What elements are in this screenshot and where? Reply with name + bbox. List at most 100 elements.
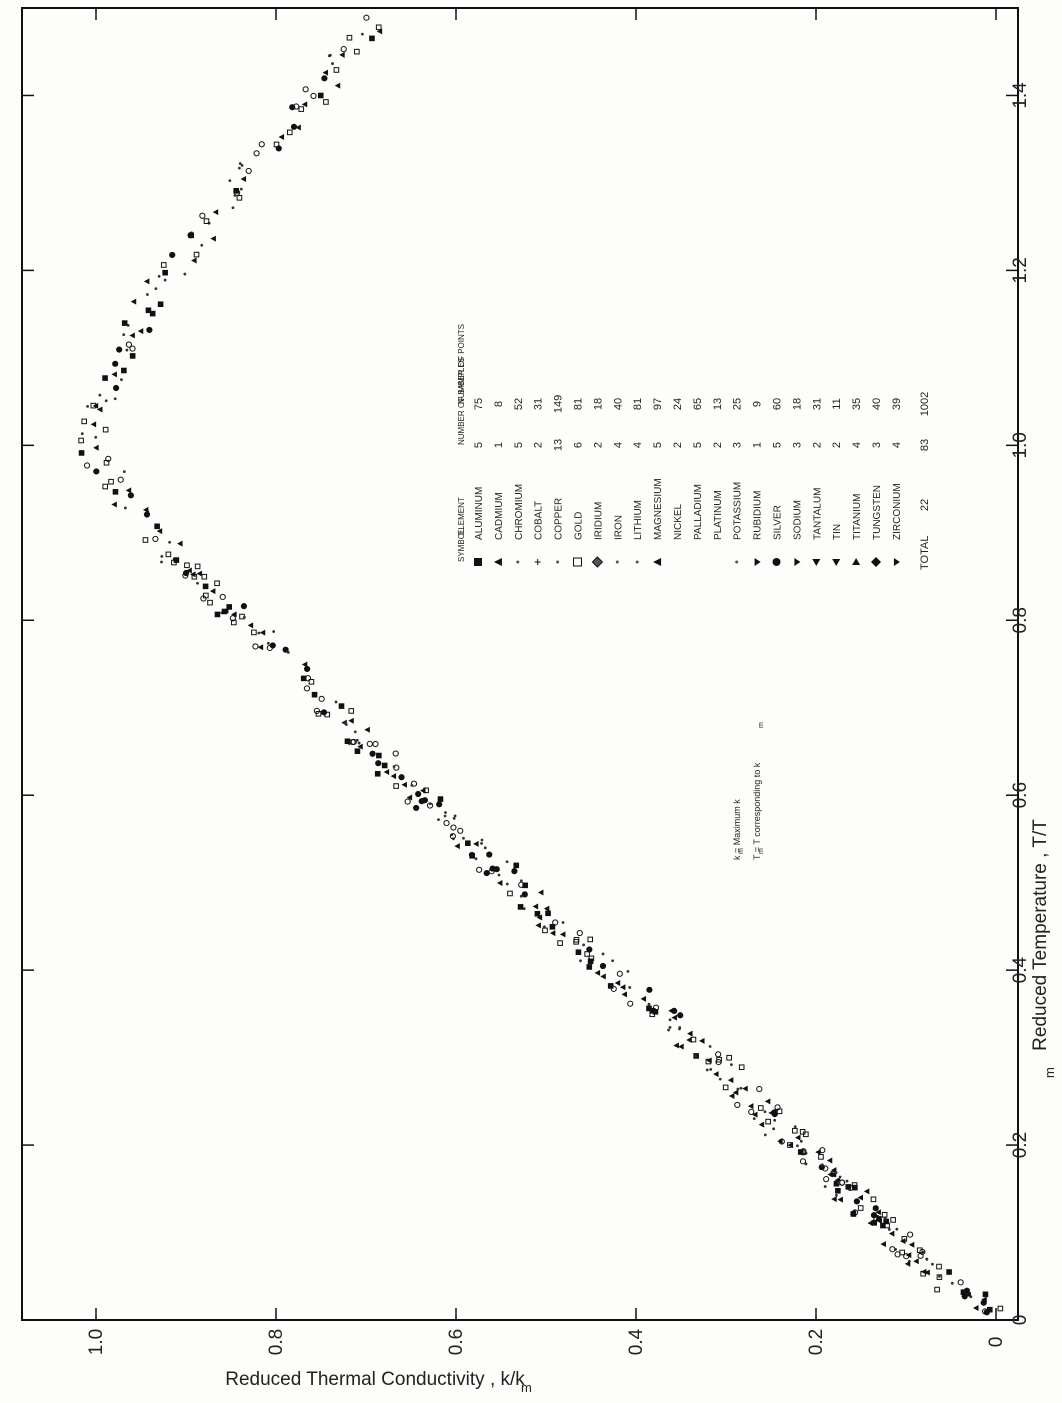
data-point bbox=[154, 523, 160, 530]
data-point bbox=[333, 67, 340, 73]
data-point bbox=[238, 162, 242, 165]
legend-symbol bbox=[794, 558, 801, 566]
data-point bbox=[925, 1257, 929, 1261]
data-point bbox=[243, 615, 246, 619]
legend-symbol bbox=[556, 560, 560, 564]
data-point bbox=[436, 801, 443, 808]
data-point bbox=[300, 675, 307, 682]
data-point bbox=[627, 1000, 634, 1007]
data-point bbox=[154, 287, 158, 291]
data-point bbox=[543, 925, 546, 929]
data-point bbox=[334, 82, 341, 89]
data-point bbox=[742, 1085, 748, 1092]
legend-symbol bbox=[893, 558, 900, 566]
data-point bbox=[588, 955, 595, 962]
data-point bbox=[194, 563, 201, 570]
data-point bbox=[845, 1184, 852, 1190]
data-point bbox=[797, 1149, 804, 1155]
data-point bbox=[871, 1220, 878, 1226]
data-point bbox=[513, 862, 520, 869]
data-point bbox=[729, 1063, 733, 1067]
y-axis-label: Reduced Thermal Conductivity , k/k bbox=[225, 1369, 525, 1390]
legend-symbol bbox=[735, 560, 739, 564]
data-point bbox=[142, 537, 149, 543]
data-point bbox=[799, 1139, 803, 1143]
data-point bbox=[184, 562, 190, 569]
legend-symbol bbox=[573, 557, 582, 567]
legend-samples: 1 bbox=[493, 442, 505, 448]
legend-element: SODIUM bbox=[792, 500, 803, 540]
data-point bbox=[112, 489, 119, 495]
data-point bbox=[748, 1108, 755, 1115]
data-point bbox=[916, 1247, 923, 1254]
legend-points: 18 bbox=[592, 398, 604, 410]
data-point bbox=[594, 969, 601, 976]
data-point bbox=[278, 134, 285, 141]
data-point bbox=[888, 1230, 895, 1237]
data-point bbox=[191, 257, 197, 264]
data-point bbox=[372, 740, 379, 748]
data-point bbox=[913, 1258, 919, 1265]
legend-element: TITANIUM bbox=[852, 494, 863, 540]
data-point bbox=[552, 919, 559, 926]
data-point bbox=[290, 123, 298, 130]
data-point bbox=[108, 478, 114, 485]
data-point bbox=[987, 1306, 993, 1313]
data-point bbox=[157, 274, 161, 278]
data-point bbox=[374, 770, 381, 777]
data-point bbox=[950, 1281, 954, 1285]
data-point bbox=[393, 783, 399, 789]
data-point bbox=[739, 1086, 743, 1090]
data-point bbox=[619, 984, 626, 991]
data-point bbox=[576, 929, 583, 937]
data-point bbox=[728, 1093, 735, 1100]
data-point bbox=[90, 402, 97, 409]
legend-samples: 2 bbox=[811, 442, 823, 448]
data-point bbox=[599, 962, 607, 970]
data-point bbox=[561, 921, 565, 924]
data-point bbox=[207, 599, 213, 606]
data-point bbox=[946, 1269, 952, 1275]
legend-symbol bbox=[832, 559, 841, 566]
data-point bbox=[686, 1037, 692, 1044]
legend-element: NICKEL bbox=[673, 503, 684, 540]
legend-samples: 13 bbox=[553, 439, 565, 451]
data-point bbox=[317, 92, 324, 99]
legend-points: 35 bbox=[851, 398, 863, 410]
data-point bbox=[247, 622, 254, 629]
data-point bbox=[295, 124, 301, 131]
data-point bbox=[437, 796, 444, 802]
legend-total: 1002 bbox=[919, 392, 931, 416]
data-point bbox=[366, 740, 373, 748]
data-point bbox=[480, 838, 484, 842]
legend-element: LITHIUM bbox=[633, 500, 644, 540]
data-point bbox=[369, 35, 375, 42]
data-point bbox=[257, 644, 264, 651]
data-point bbox=[145, 307, 152, 314]
data-point bbox=[522, 882, 528, 889]
data-point bbox=[200, 595, 207, 602]
legend-points: 18 bbox=[791, 398, 803, 410]
data-point bbox=[376, 752, 382, 759]
data-point bbox=[80, 432, 84, 436]
data-point bbox=[537, 889, 544, 896]
data-point bbox=[311, 691, 318, 698]
legend-symbol bbox=[534, 559, 541, 565]
data-point bbox=[102, 375, 108, 381]
data-point bbox=[969, 1295, 973, 1299]
data-point bbox=[835, 1193, 838, 1197]
data-point bbox=[301, 101, 308, 108]
legend-samples: 2 bbox=[533, 442, 545, 448]
data-point bbox=[751, 1111, 758, 1118]
legend-samples: 2 bbox=[831, 442, 843, 448]
annotation: T = T corresponding to k bbox=[752, 762, 762, 860]
data-point bbox=[454, 843, 460, 850]
data-point bbox=[130, 298, 137, 305]
x-tick-label: 1.4 bbox=[1010, 82, 1031, 109]
data-point bbox=[621, 991, 628, 998]
data-point bbox=[895, 1227, 899, 1231]
data-point bbox=[123, 506, 127, 510]
data-point bbox=[116, 346, 123, 353]
legend-samples: 2 bbox=[712, 442, 724, 448]
